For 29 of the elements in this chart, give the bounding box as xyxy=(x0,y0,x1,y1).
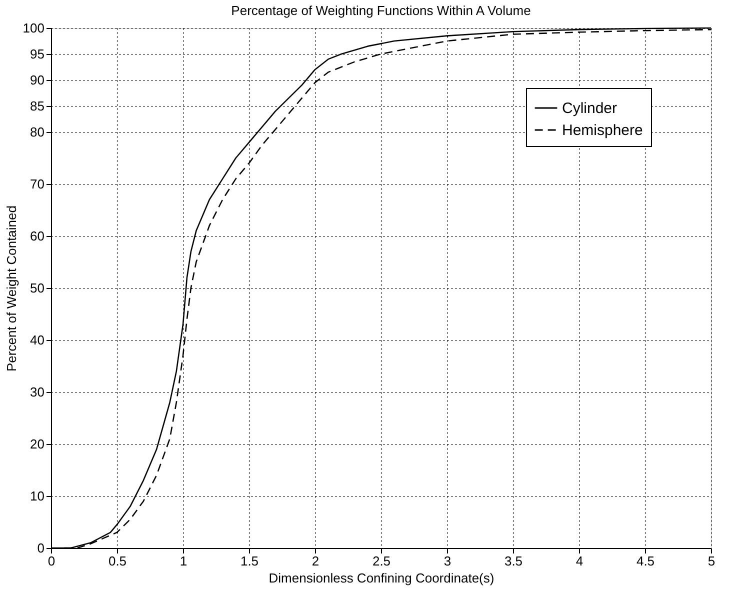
y-tick-label: 60 xyxy=(30,228,44,244)
y-tick-label: 85 xyxy=(30,98,44,114)
x-tick-label: 4 xyxy=(576,554,584,568)
y-tick-label: 0 xyxy=(37,540,44,556)
y-tick-label: 90 xyxy=(30,72,44,88)
x-tick-label: 0.5 xyxy=(108,554,127,568)
y-tick-label: 50 xyxy=(30,280,44,296)
x-tick-label: 2 xyxy=(312,554,320,568)
legend-label: Hemisphere xyxy=(562,122,643,139)
y-tick-label: 100 xyxy=(22,20,44,36)
x-tick-label: 2.5 xyxy=(372,554,391,568)
y-tick-label: 30 xyxy=(30,384,44,400)
x-tick-label: 1 xyxy=(180,554,188,568)
x-tick-label: 4.5 xyxy=(636,554,655,568)
y-tick-label: 10 xyxy=(30,488,44,504)
y-axis-title: Percent of Weight Contained xyxy=(4,206,19,372)
x-tick-label: 3 xyxy=(444,554,452,568)
x-axis-title: Dimensionless Confining Coordinate(s) xyxy=(268,570,494,586)
y-tick-label: 80 xyxy=(30,124,44,140)
y-tick-label: 20 xyxy=(30,436,44,452)
y-tick-label: 40 xyxy=(30,332,44,348)
y-tick-label: 95 xyxy=(30,46,44,62)
legend-label: Cylinder xyxy=(562,100,618,117)
x-tick-label: 0 xyxy=(48,554,56,568)
chart-title: Percentage of Weighting Functions Within A Volume xyxy=(231,3,531,18)
x-tick-label: 5 xyxy=(708,554,716,568)
x-tick-label: 1.5 xyxy=(240,554,259,568)
x-tick-label: 3.5 xyxy=(504,554,523,568)
y-tick-label: 70 xyxy=(30,176,44,192)
